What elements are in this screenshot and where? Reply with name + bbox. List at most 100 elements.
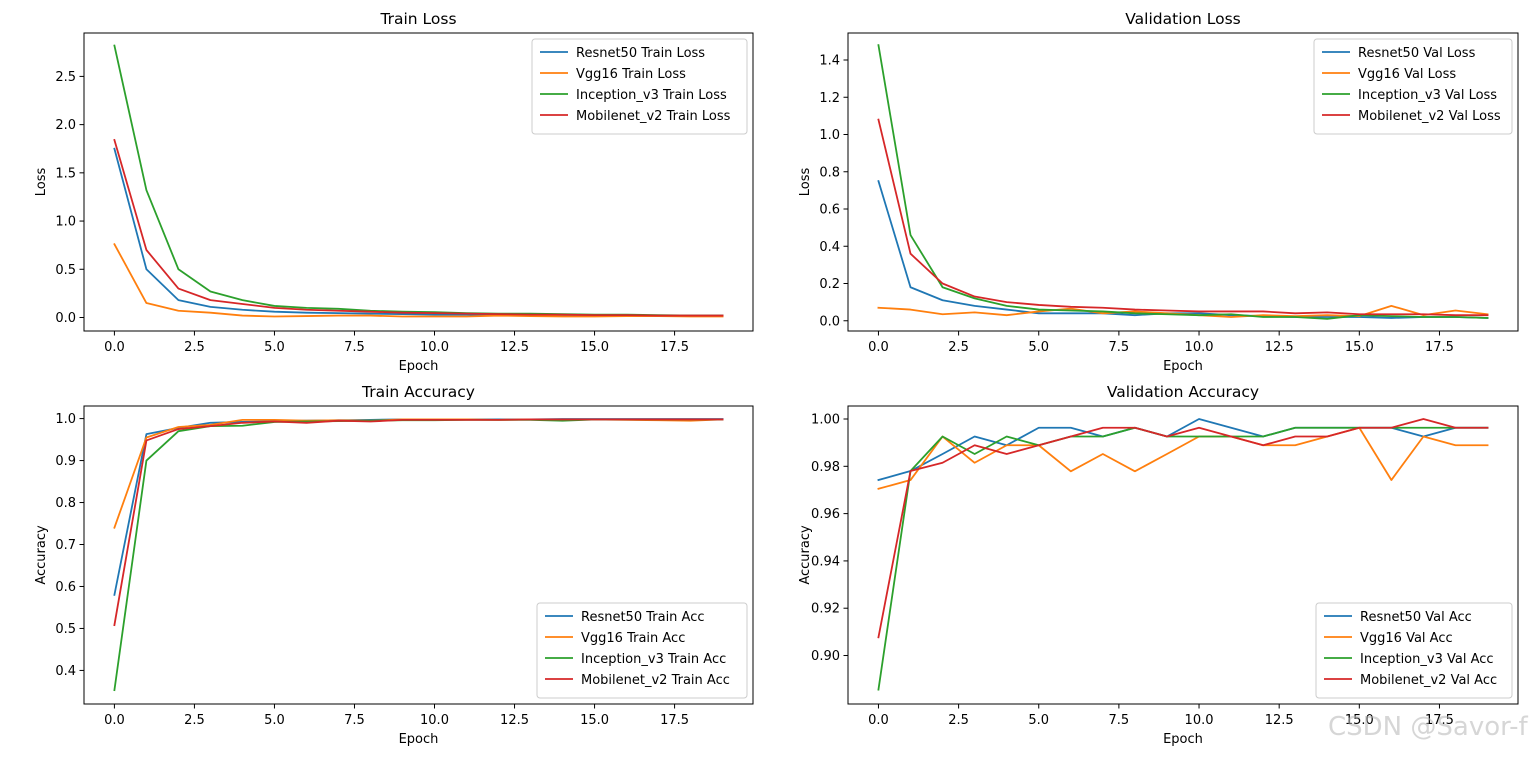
x-tick-label: 7.5 <box>344 713 365 728</box>
x-tick-label: 15.0 <box>580 713 609 728</box>
y-tick-label: 2.0 <box>55 118 76 133</box>
x-tick-label: 5.0 <box>264 340 285 355</box>
y-tick-label: 1.00 <box>811 413 840 428</box>
y-tick-label: 0.8 <box>55 496 76 511</box>
x-tick-label: 5.0 <box>1028 340 1049 355</box>
x-axis-label: Epoch <box>399 359 439 374</box>
legend-box <box>1313 38 1513 135</box>
legend-label: Mobilenet_v2 Val Loss <box>1358 109 1501 124</box>
watermark: CSDN @Savor-f <box>1328 712 1528 742</box>
x-tick-label: 17.5 <box>660 340 689 355</box>
x-tick-label: 5.0 <box>264 713 285 728</box>
x-tick-label: 10.0 <box>1185 713 1214 728</box>
legend-label: Resnet50 Val Loss <box>1358 46 1476 61</box>
x-axis-label: Epoch <box>1163 732 1203 747</box>
legend-label: Vgg16 Val Loss <box>1358 67 1456 82</box>
legend-box <box>1315 602 1513 699</box>
x-tick-label: 0.0 <box>104 340 125 355</box>
y-tick-label: 0.4 <box>819 240 840 255</box>
x-tick-label: 5.0 <box>1028 713 1049 728</box>
x-axis-label: Epoch <box>1163 359 1203 374</box>
chart-title: Validation Accuracy <box>1107 383 1259 401</box>
chart-title: Validation Loss <box>1125 10 1240 28</box>
x-tick-label: 10.0 <box>1185 340 1214 355</box>
y-tick-label: 1.2 <box>819 91 840 106</box>
axes-frame <box>847 405 1519 705</box>
legend-label: Inception_v3 Train Loss <box>576 88 727 103</box>
x-tick-label: 15.0 <box>580 340 609 355</box>
y-tick-label: 1.0 <box>55 412 76 427</box>
y-tick-label: 1.0 <box>819 128 840 143</box>
x-tick-label: 2.5 <box>184 713 205 728</box>
x-tick-label: 0.0 <box>868 340 889 355</box>
x-tick-label: 17.5 <box>660 713 689 728</box>
y-tick-label: 0.9 <box>55 454 76 469</box>
x-tick-label: 17.5 <box>1425 340 1454 355</box>
legend: Resnet50 Train Acc Vgg16 Train Acc Incepti… <box>536 602 748 699</box>
x-tick-label: 15.0 <box>1345 713 1374 728</box>
y-tick-label: 0.0 <box>55 311 76 326</box>
y-tick-label: 0.0 <box>819 314 840 329</box>
x-tick-label: 7.5 <box>344 340 365 355</box>
legend: Resnet50 Train Loss Vgg16 Train Loss Incep… <box>531 38 748 135</box>
series-line <box>877 418 1489 639</box>
legend-label: Vgg16 Train Loss <box>576 67 686 82</box>
y-tick-label: 0.6 <box>55 580 76 595</box>
series-line <box>877 179 1489 319</box>
y-tick-label: 0.94 <box>811 554 840 569</box>
chart-1: Validation Loss 0.0 2.5 5.0 7.5 10.0 12.5 15.0 1… <box>798 10 1519 374</box>
y-axis-label: Accuracy <box>34 525 49 585</box>
axes-frame <box>83 405 754 705</box>
x-axis-label: Epoch <box>399 732 439 747</box>
y-tick-label: 0.5 <box>55 622 76 637</box>
x-tick-label: 12.5 <box>1265 713 1294 728</box>
y-tick-label: 0.6 <box>819 203 840 218</box>
legend-label: Resnet50 Val Acc <box>1360 610 1472 625</box>
y-tick-label: 0.8 <box>819 165 840 180</box>
x-tick-label: 10.0 <box>420 340 449 355</box>
legend-label: Mobilenet_v2 Val Acc <box>1360 673 1497 688</box>
legend-label: Vgg16 Train Acc <box>581 631 685 646</box>
axes-frame <box>83 32 754 332</box>
legend: Resnet50 Val Loss Vgg16 Val Loss Inception… <box>1313 38 1513 135</box>
legend-label: Inception_v3 Val Acc <box>1360 652 1494 667</box>
y-tick-label: 0.90 <box>811 649 840 664</box>
series-line <box>877 118 1489 317</box>
series-line <box>113 418 724 627</box>
y-tick-label: 0.5 <box>55 263 76 278</box>
x-tick-label: 7.5 <box>1109 713 1130 728</box>
legend-label: Inception_v3 Val Loss <box>1358 88 1497 103</box>
legend-label: Vgg16 Val Acc <box>1360 631 1453 646</box>
chart-3: Validation Accuracy 0.0 2.5 5.0 7.5 10.0 12.5 1… <box>798 383 1519 747</box>
series-line <box>877 44 1489 320</box>
legend-label: Resnet50 Train Acc <box>581 610 705 625</box>
legend-label: Mobilenet_v2 Train Acc <box>581 673 730 688</box>
y-axis-label: Loss <box>34 168 49 197</box>
legend-label: Resnet50 Train Loss <box>576 46 705 61</box>
chart-title: Train Accuracy <box>361 383 475 401</box>
y-tick-label: 1.4 <box>819 54 840 69</box>
chart-2: Train Accuracy 0.0 2.5 5.0 7.5 10.0 12.5 15.0 17… <box>34 383 754 747</box>
x-tick-label: 15.0 <box>1345 340 1374 355</box>
x-tick-label: 12.5 <box>500 340 529 355</box>
series-line <box>877 426 1489 490</box>
y-tick-label: 0.2 <box>819 277 840 292</box>
chart-title: Train Loss <box>379 10 456 28</box>
x-tick-label: 17.5 <box>1425 713 1454 728</box>
y-tick-label: 2.5 <box>55 70 76 85</box>
series-line <box>113 242 724 318</box>
x-tick-label: 2.5 <box>948 340 969 355</box>
x-tick-label: 7.5 <box>1109 340 1130 355</box>
y-axis-label: Accuracy <box>798 525 813 585</box>
y-tick-label: 0.7 <box>55 538 76 553</box>
x-tick-label: 0.0 <box>868 713 889 728</box>
y-tick-label: 0.92 <box>811 602 840 617</box>
legend: Resnet50 Val Acc Vgg16 Val Acc Inception_v… <box>1315 602 1513 699</box>
y-axis-label: Loss <box>798 168 813 197</box>
legend-box <box>531 38 748 135</box>
x-tick-label: 12.5 <box>500 713 529 728</box>
legend-box <box>536 602 748 699</box>
y-tick-label: 0.96 <box>811 507 840 522</box>
legend-label: Mobilenet_v2 Train Loss <box>576 109 731 124</box>
